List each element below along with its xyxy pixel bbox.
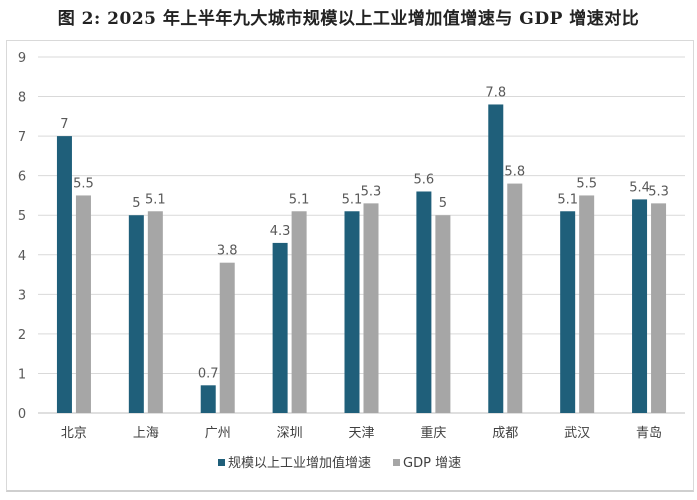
x-tick-label: 北京 (61, 426, 87, 441)
data-label: 5.8 (504, 165, 525, 180)
bar (651, 203, 667, 413)
y-tick-label: 9 (18, 51, 26, 66)
legend-label: GDP 增速 (403, 456, 461, 471)
legend-swatch (393, 459, 401, 466)
data-label: 5.1 (289, 192, 310, 207)
legend-label: 规模以上工业增加值增速 (228, 455, 371, 471)
x-tick-label: 武汉 (564, 426, 590, 441)
y-tick-label: 1 (18, 367, 26, 382)
legend-swatch (218, 459, 225, 466)
y-tick-label: 0 (18, 407, 26, 422)
y-tick-label: 3 (18, 288, 26, 303)
data-label: 5.6 (414, 172, 435, 187)
data-label: 5.4 (629, 180, 650, 195)
data-label: 4.3 (270, 224, 291, 239)
x-tick-label: 成都 (492, 426, 518, 441)
bar (291, 211, 307, 413)
data-label: 5 (439, 196, 447, 211)
data-label: 0.7 (198, 366, 219, 381)
bar (147, 211, 163, 413)
bar (435, 215, 451, 413)
bar (560, 211, 576, 413)
x-tick-label: 广州 (205, 426, 231, 441)
bar (416, 191, 432, 413)
bar (200, 385, 216, 413)
bar (219, 262, 235, 413)
x-tick-label: 深圳 (277, 426, 303, 441)
data-label: 5 (132, 196, 140, 211)
bar (128, 215, 144, 413)
bar (272, 242, 288, 413)
x-tick-label: 重庆 (420, 425, 446, 441)
data-label: 5.3 (648, 184, 669, 199)
y-tick-label: 4 (18, 249, 26, 264)
bar (363, 203, 379, 413)
bar (579, 195, 595, 413)
bar (75, 195, 91, 413)
data-label: 7 (60, 117, 68, 132)
x-tick-label: 天津 (348, 426, 374, 441)
data-label: 5.1 (145, 192, 166, 207)
data-label: 7.8 (485, 85, 506, 100)
data-label: 5.5 (73, 176, 94, 191)
x-tick-label: 上海 (133, 426, 159, 441)
data-label: 5.5 (576, 176, 597, 191)
y-tick-label: 7 (18, 130, 26, 145)
chart-frame (6, 40, 694, 492)
y-tick-label: 5 (18, 209, 26, 224)
bar (56, 136, 72, 413)
bar (344, 211, 360, 413)
bar (632, 199, 648, 413)
data-label: 5.3 (361, 184, 382, 199)
y-tick-label: 6 (18, 170, 26, 185)
data-label: 3.8 (217, 244, 238, 259)
data-label: 5.1 (342, 192, 363, 207)
y-tick-label: 8 (18, 91, 26, 106)
bar (507, 183, 523, 413)
bar (488, 104, 504, 413)
y-tick-label: 2 (18, 328, 26, 343)
chart-title: 图 2: 2025 年上半年九大城市规模以上工业增加值增速与 GDP 增速对比 (57, 9, 640, 29)
data-label: 5.1 (557, 192, 578, 207)
x-tick-label: 青岛 (636, 425, 662, 441)
